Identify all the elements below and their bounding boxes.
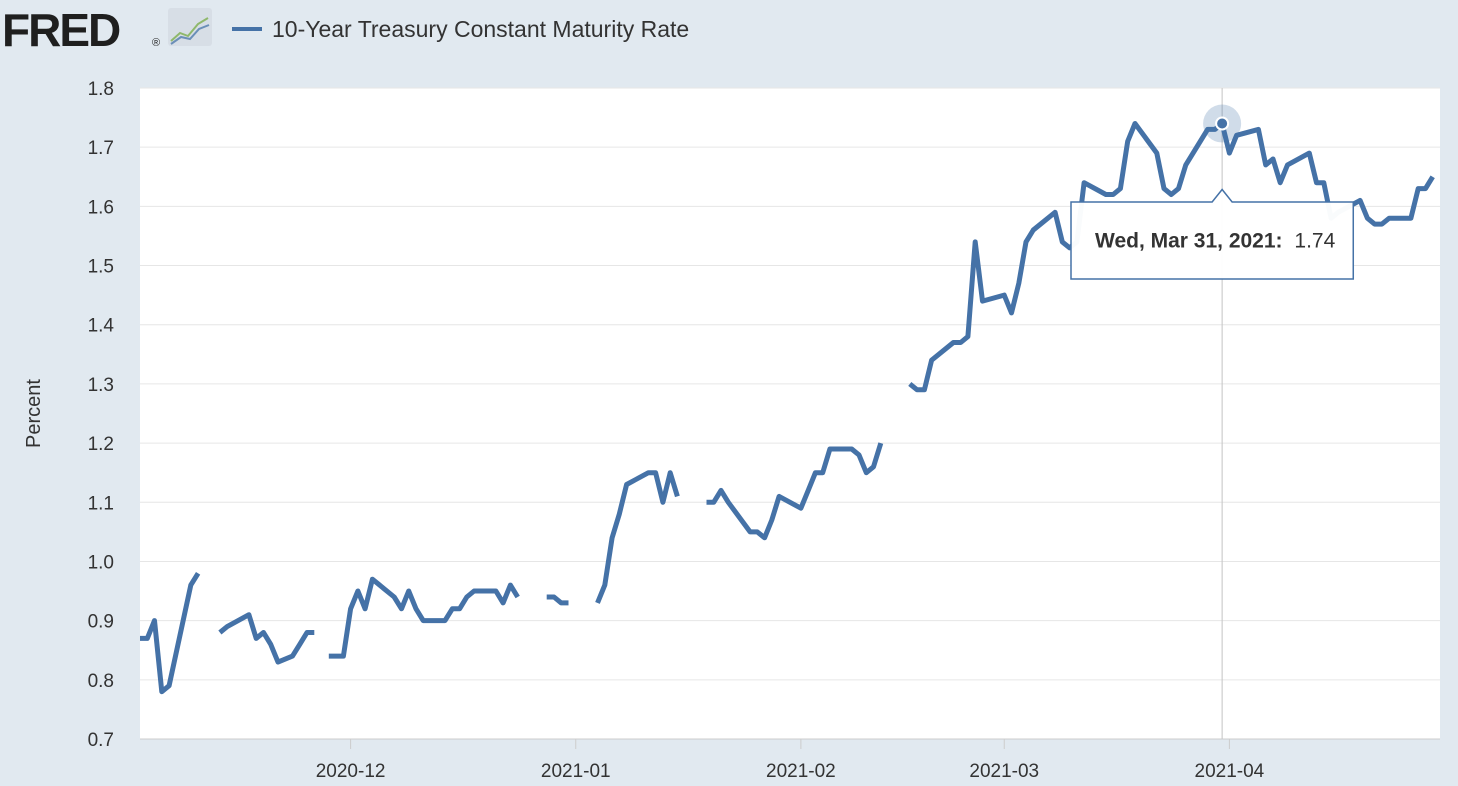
y-tick-label: 1.4 — [88, 316, 115, 337]
y-tick-label: 0.9 — [88, 612, 114, 633]
y-tick-label: 0.7 — [88, 730, 114, 751]
series-segment — [546, 594, 569, 606]
tooltip-box — [1070, 188, 1355, 280]
y-tick-label: 1.6 — [88, 197, 114, 218]
x-tick-label: 2021-04 — [1195, 761, 1265, 782]
legend-label: 10-Year Treasury Constant Maturity Rate — [272, 16, 689, 42]
series-segment — [140, 571, 201, 695]
series-segment — [328, 576, 520, 659]
y-tick-label: 1.8 — [88, 79, 114, 100]
y-tick-label: 0.8 — [88, 671, 114, 692]
y-tick-label: 1.0 — [88, 552, 114, 573]
tooltip-value: 1.74 — [1294, 230, 1335, 253]
x-tick-label: 2021-02 — [766, 761, 836, 782]
tooltip-date: Wed, Mar 31, 2021: — [1095, 230, 1283, 253]
tooltip: Wed, Mar 31, 2021: 1.74 — [1070, 188, 1355, 280]
logo-registered-mark: ® — [152, 37, 160, 49]
fred-logo[interactable]: FRED ® — [2, 4, 212, 56]
x-tick-label: 2021-03 — [969, 761, 1039, 782]
x-tick-label: 2021-01 — [541, 761, 611, 782]
line-chart-icon — [168, 8, 212, 46]
plot-area[interactable] — [140, 88, 1440, 739]
y-axis: 0.7 0.8 0.9 1.0 1.1 1.2 1.3 1.4 1.5 1.6 1.7 1.8 — [88, 79, 115, 751]
y-tick-label: 1.1 — [88, 493, 114, 514]
highlight-point[interactable] — [1215, 116, 1230, 131]
y-tick-label: 1.5 — [88, 257, 114, 278]
y-tick-label: 1.3 — [88, 375, 114, 396]
x-axis: 2020-12 2021-01 2021-02 2021-03 2021-04 — [316, 739, 1265, 782]
x-tick-label: 2020-12 — [316, 761, 386, 782]
series-segment — [595, 470, 680, 604]
series-segment — [218, 612, 315, 665]
y-tick-label: 1.7 — [88, 138, 114, 159]
logo-text: FRED — [2, 4, 120, 56]
y-axis-title: Percent — [23, 379, 45, 448]
series-segment — [706, 442, 884, 541]
y-tick-label: 1.2 — [88, 434, 114, 455]
tooltip-text: Wed, Mar 31, 2021: 1.74 — [1095, 230, 1336, 253]
legend[interactable]: 10-Year Treasury Constant Maturity Rate — [232, 16, 689, 42]
